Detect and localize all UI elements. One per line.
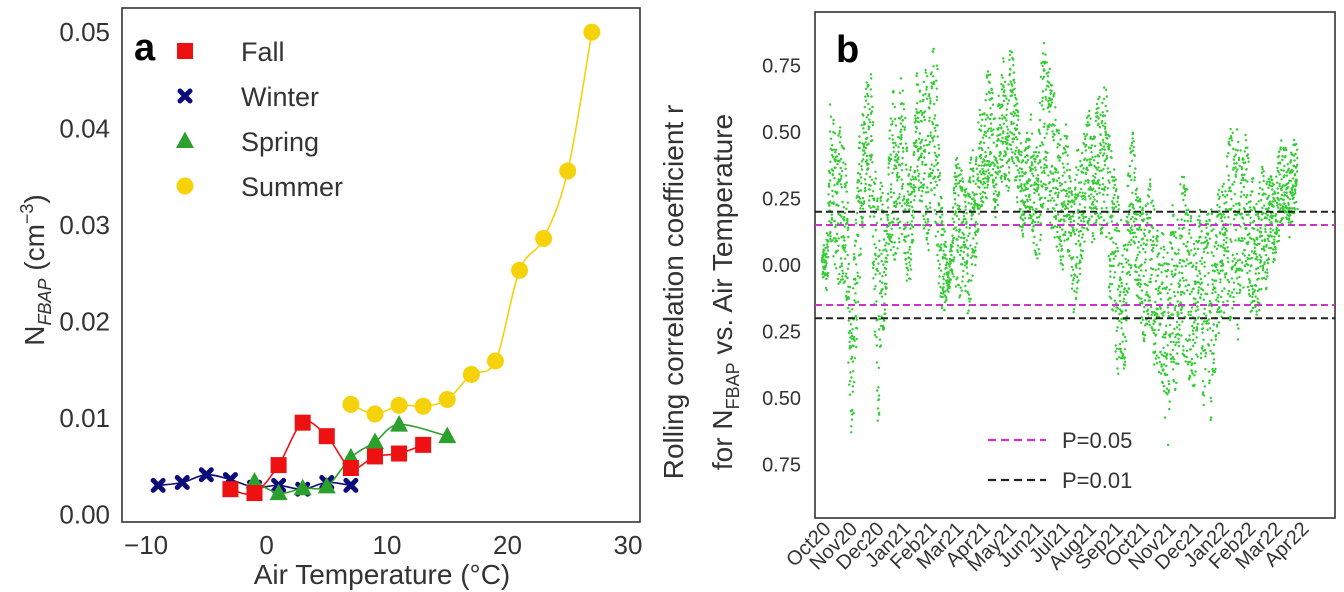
panel-b-points [820,42,1299,447]
panel-a-y-tick-label: 0.03 [59,210,110,240]
panel-a-y-label-main: N [19,326,50,346]
panel-b-legend: P=0.05 P=0.01 [988,428,1132,493]
panel-b-y-tick-label: 0.25 [762,322,801,344]
rolling-r-points [820,42,1299,447]
data-point-fall [222,481,239,498]
panel-a-y-label-subscript: FBAP [35,279,55,326]
panel-a-x-tick-label: 10 [373,530,402,560]
panel-b-y-ticks: 0.75 0.50 0.25 0.00 0.25 0.50 0.75 [762,55,801,476]
data-point-fall [294,414,311,431]
data-point-spring [317,476,336,494]
legend-marker-fall [177,43,193,59]
data-point-summer [535,229,553,247]
data-point-fall [318,428,335,445]
legend-marker-winter [177,88,193,104]
data-point-fall [391,445,408,462]
data-point-summer [511,261,529,279]
legend-label-spring: Spring [241,127,319,157]
legend-marker-spring [176,131,194,148]
data-point-summer [583,23,601,41]
panel-b-threshold-lines [815,210,1335,320]
panel-a-y-axis-label: NFBAP (cm−3) [17,194,55,346]
panel-b-frame [814,11,1336,519]
data-point-spring [438,426,457,444]
panel-b-y-tick-label: 0.50 [762,388,801,410]
panel-a-series [150,23,601,502]
legend-label-summer: Summer [241,172,343,202]
panel-b-y-label-pre: for N [707,409,738,470]
panel-b-y-axis-label-line2: for NFBAP vs. Air Temperature [707,114,743,470]
data-point-fall [246,485,263,502]
data-point-fall [342,459,359,476]
panel-a-y-tick-label: 0.02 [59,306,110,336]
data-point-spring [293,478,312,496]
panel-a-y-ticks: 0.00 0.01 0.02 0.03 0.04 0.05 [59,17,110,529]
panel-b-y-axis-label-line1: Rolling correlation coefficient r [658,105,689,480]
panel-a-x-axis-label: Air Temperature (°C) [254,559,511,590]
panel-a: 0.00 0.01 0.02 0.03 0.04 0.05 −10 0 10 20 30 Fall… [17,7,642,590]
panel-b-y-tick-label: 0.25 [762,188,801,210]
data-point-summer [486,352,504,370]
panel-a-x-ticks: −10 0 10 20 30 [124,530,642,560]
panel-b-y-tick-label: 0.75 [762,455,801,477]
panel-b-y-tick-label: 0.50 [762,122,801,144]
panel-b-y-label-subscript: FBAP [723,362,743,409]
data-point-fall [270,457,287,474]
data-point-winter [343,477,359,493]
panel-b-y-label-post: vs. Air Temperature [707,114,738,362]
data-point-winter [198,467,214,483]
legend-label-p001: P=0.01 [1062,468,1132,493]
panel-a-x-tick-label: 20 [493,530,522,560]
data-point-spring [245,471,264,489]
data-point-summer [366,405,384,423]
panel-a-y-label-close: ) [19,194,50,203]
panel-b-y-tick-label: 0.75 [762,55,801,77]
data-point-winter [150,477,166,493]
panel-a-y-tick-label: 0.01 [59,403,110,433]
panel-a-y-tick-label: 0.05 [59,17,110,47]
data-point-fall [366,448,383,465]
data-point-winter [174,474,190,490]
data-point-summer [438,391,456,409]
panel-a-y-tick-label: 0.00 [59,499,110,529]
data-point-spring [269,483,288,501]
legend-marker-summer [176,177,194,195]
panel-a-y-tick-label: 0.04 [59,114,110,144]
panel-a-x-tick-label: 0 [259,530,273,560]
panel-a-x-tick-label: −10 [124,530,168,560]
panel-a-letter: a [134,27,156,69]
panel-b-letter: b [836,29,859,71]
data-point-summer [414,397,432,415]
panel-a-frame [121,7,641,523]
data-point-fall [415,436,432,453]
data-point-summer [390,396,408,414]
legend-label-fall: Fall [241,37,285,67]
panel-b: 0.750.500.250.000.250.500.75 Oct20Nov20D… [658,11,1336,576]
panel-a-x-tick-label: 30 [613,530,642,560]
data-point-summer [342,395,360,413]
legend-label-winter: Winter [241,82,319,112]
data-point-spring [365,432,384,449]
legend-label-p005: P=0.05 [1062,428,1132,453]
data-point-spring [390,415,409,432]
panel-b-y-tick-label: 0.00 [762,255,801,277]
panel-a-y-label-unit: (cm [19,224,50,278]
data-point-summer [559,162,577,180]
data-point-summer [462,365,480,383]
panel-a-y-label-exponent: −3 [17,204,37,225]
panel-a-legend: Fall Winter Spring Summer [176,37,343,202]
